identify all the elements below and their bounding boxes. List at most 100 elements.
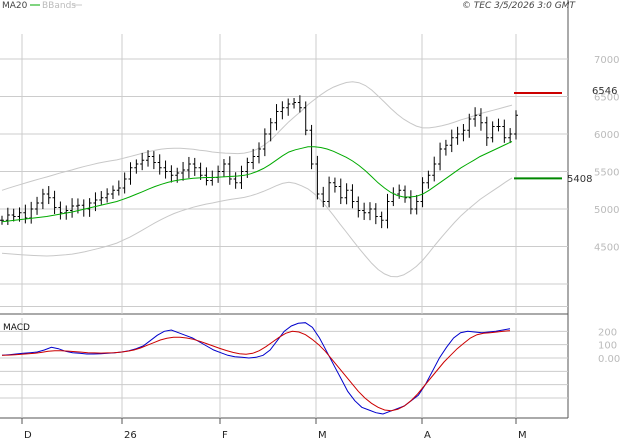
price-bar [391, 187, 396, 207]
macd-line [1, 322, 511, 415]
price-bar [46, 186, 51, 205]
price-bar [420, 177, 425, 208]
price-bar [432, 156, 437, 182]
price-bar [134, 159, 139, 174]
bbands-lower-line [1, 177, 513, 278]
price-bar [40, 188, 45, 210]
price-bar [163, 160, 168, 179]
x-tick-label: M [318, 430, 327, 440]
price-bar [332, 177, 337, 193]
x-tick-label: D [24, 430, 32, 440]
support-label: 5408 [567, 174, 592, 185]
price-bar [373, 203, 378, 225]
macd-layer [1, 322, 511, 415]
price-bar [292, 98, 297, 109]
price-bar [239, 165, 244, 189]
price-bar [502, 119, 507, 143]
price-bar [52, 190, 57, 215]
price-y-tick-label: 6500 [594, 93, 619, 104]
macd-grid [0, 330, 568, 399]
price-bars-layer [0, 95, 518, 229]
signal-line [1, 330, 511, 412]
price-bar [367, 202, 372, 221]
price-y-tick-label: 5500 [594, 168, 619, 179]
price-bar [227, 156, 232, 185]
price-bar [23, 204, 28, 224]
price-bar [414, 194, 419, 215]
price-y-tick-label: 4500 [594, 243, 619, 254]
ma20-line [1, 141, 513, 223]
price-bar [262, 128, 267, 157]
price-bar [379, 211, 384, 229]
price-bar [233, 172, 238, 189]
price-bar [514, 110, 518, 140]
price-bar [484, 116, 489, 146]
price-bar [268, 118, 273, 142]
legend-ma20-label: MA20 [2, 1, 28, 11]
price-bar [478, 108, 483, 131]
price-bar [321, 186, 326, 208]
price-bar [70, 198, 75, 218]
price-bar [198, 162, 203, 180]
price-bar [122, 172, 127, 194]
price-bar [186, 156, 191, 178]
price-bar [140, 152, 145, 171]
price-bar [128, 162, 133, 185]
levels-layer [514, 92, 562, 180]
price-bar [274, 104, 279, 131]
x-tick-label: F [222, 430, 228, 440]
x-tick-label: 26 [124, 430, 137, 440]
price-y-tick-label: 7000 [594, 55, 619, 66]
price-bar [81, 199, 86, 217]
price-bar [356, 196, 361, 218]
price-bar [221, 159, 226, 178]
price-bar [257, 142, 261, 164]
resistance-label: 6546 [592, 86, 617, 97]
price-bar [496, 118, 501, 132]
price-bar [169, 165, 174, 183]
bbands-layer [1, 81, 513, 278]
ma20-layer [1, 141, 513, 223]
price-bar [344, 183, 349, 205]
price-bar [403, 185, 408, 203]
price-bar [99, 191, 104, 205]
price-bar [426, 170, 431, 189]
price-bar [327, 176, 332, 208]
price-bar [362, 202, 367, 220]
price-bar [385, 193, 390, 229]
price-bar [438, 142, 443, 171]
price-bar [210, 170, 215, 186]
price-bar [251, 148, 256, 170]
price-bar [455, 126, 460, 145]
macd-y-tick-label: 0.00 [598, 354, 620, 365]
price-bar [350, 184, 355, 209]
copyright-text: © TEC 3/5/2026 3:0 GMT [462, 1, 577, 11]
price-bar [467, 113, 472, 138]
price-bar [29, 201, 34, 224]
price-bar [151, 151, 156, 170]
price-bar [5, 207, 10, 225]
price-bar [338, 178, 343, 205]
macd-title: MACD [3, 323, 30, 333]
price-bar [0, 215, 4, 225]
price-bar [181, 161, 186, 181]
price-bar [286, 98, 291, 116]
price-bar [461, 124, 466, 142]
macd-y-tick-label: 200 [598, 327, 617, 338]
price-bar [315, 155, 320, 200]
price-bar [157, 154, 162, 175]
price-bar [449, 129, 454, 153]
x-tick-label: A [424, 430, 431, 440]
legend-bbands-label: BBands [42, 1, 76, 11]
header-legend: MA20 BBands [2, 1, 82, 11]
price-bar [110, 185, 115, 200]
price-bar [146, 150, 151, 167]
price-bar [508, 128, 513, 144]
price-bar [116, 180, 121, 196]
price-bar [443, 139, 448, 156]
bbands-upper-line [1, 81, 513, 191]
price-bar [303, 101, 308, 136]
price-y-tick-label: 5000 [594, 205, 619, 216]
